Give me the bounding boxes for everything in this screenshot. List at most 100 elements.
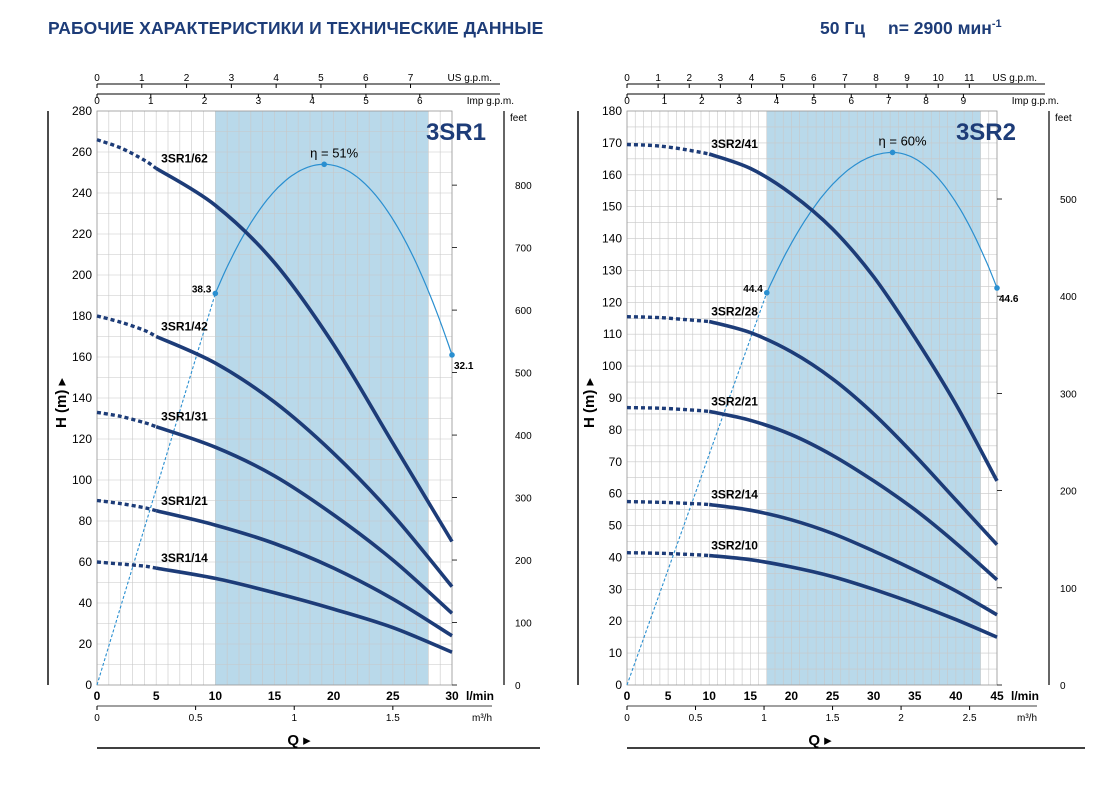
efficiency-point-label: 44.4 — [743, 284, 763, 295]
y-tick-label: 150 — [602, 200, 622, 214]
frequency-label: 50 Гц — [820, 18, 866, 38]
us-gpm-tick-label: 1 — [655, 73, 661, 84]
series-label: 3SR2/21 — [711, 394, 758, 408]
y-tick-label: 90 — [609, 391, 623, 405]
us-gpm-tick-label: 2 — [184, 73, 190, 84]
y-tick-label: 10 — [609, 646, 623, 660]
efficiency-dashed-line — [626, 292, 768, 686]
us-gpm-tick-label: 2 — [686, 73, 692, 84]
y-tick-label: 170 — [602, 136, 622, 150]
feet-tick-label: 400 — [1060, 292, 1077, 303]
series-3sr1-21: 3SR1/21 — [96, 494, 453, 638]
y-tick-label: 0 — [85, 678, 92, 692]
plot-frame — [626, 110, 998, 686]
series-3sr2-10: 3SR2/10 — [626, 539, 998, 639]
us-gpm-tick-label: 1 — [139, 73, 145, 84]
imp-gpm-tick-label: 2 — [699, 96, 705, 107]
series-3sr1-31: 3SR1/31 — [96, 410, 454, 615]
m3h-tick-label: 0.5 — [189, 713, 203, 724]
y-tick-label: 70 — [609, 455, 623, 469]
imp-gpm-tick-label: 5 — [363, 96, 369, 107]
efficiency-point — [994, 285, 1000, 291]
m3h-tick-label: 1 — [291, 713, 297, 724]
efficiency-dashed-line — [96, 293, 216, 686]
feet-tick-label: 200 — [515, 556, 532, 567]
us-gpm-tick-label: 3 — [718, 73, 724, 84]
pump-curve — [155, 334, 454, 588]
x-tick-label: 15 — [744, 689, 758, 703]
x-tick-label: 30 — [445, 689, 459, 703]
imp-gpm-tick-label: 3 — [256, 96, 262, 107]
y-tick-label: 80 — [79, 514, 93, 528]
imp-gpm-tick-label: 4 — [309, 96, 315, 107]
speed-label: n= 2900 мин-1 — [888, 18, 1002, 39]
feet-tick-label: 300 — [515, 494, 532, 505]
us-gpm-tick-label: 10 — [933, 73, 945, 84]
series-label: 3SR2/14 — [711, 488, 758, 502]
y-tick-label: 120 — [72, 432, 92, 446]
us-gpm-tick-label: 7 — [408, 73, 414, 84]
pump-curve-dashed — [626, 551, 710, 558]
us-gpm-label: US g.p.m. — [993, 73, 1037, 84]
series-label: 3SR2/10 — [711, 539, 758, 553]
series-label: 3SR1/14 — [161, 551, 208, 565]
efficiency-point-label: 32.1 — [454, 361, 474, 372]
us-gpm-tick-label: 3 — [229, 73, 235, 84]
series-3sr2-28: 3SR2/28 — [626, 304, 999, 546]
efficiency-peak-point — [321, 161, 328, 168]
y-tick-label: 50 — [609, 519, 623, 533]
y-tick-label: 100 — [602, 359, 622, 373]
x-tick-label: 5 — [665, 689, 672, 703]
y-tick-label: 180 — [602, 104, 622, 118]
speed-value: n= 2900 мин — [888, 18, 992, 38]
x-tick-label: 35 — [908, 689, 922, 703]
m3h-tick-label: 1 — [761, 713, 767, 724]
m3h-tick-label: 2.5 — [963, 713, 977, 724]
grid — [626, 110, 998, 686]
imp-gpm-tick-label: 2 — [202, 96, 208, 107]
feet-tick-label: 500 — [1060, 195, 1077, 206]
x-tick-label: 25 — [826, 689, 840, 703]
pump-curve — [155, 509, 453, 638]
feet-tick-label: 600 — [515, 306, 532, 317]
us-gpm-tick-label: 8 — [873, 73, 879, 84]
x-tick-label: 20 — [785, 689, 799, 703]
series-3sr2-21: 3SR2/21 — [626, 394, 999, 582]
imp-gpm-tick-label: 0 — [94, 96, 100, 107]
us-gpm-tick-label: 4 — [273, 73, 279, 84]
series-label: 3SR2/28 — [711, 304, 758, 318]
imp-gpm-tick-label: 3 — [736, 96, 742, 107]
y-tick-label: 140 — [72, 391, 92, 405]
y-tick-label: 80 — [609, 423, 623, 437]
chart-title: 3SR2 — [956, 119, 1016, 146]
efficiency-point-label: 38.3 — [192, 284, 212, 295]
imp-gpm-tick-label: 4 — [774, 96, 780, 107]
m3h-label: m³/h — [1017, 713, 1037, 724]
m3h-tick-label: 0 — [94, 713, 100, 724]
pump-curve — [155, 566, 453, 654]
efficiency-peak-point — [889, 149, 896, 156]
efficiency-point — [449, 352, 455, 358]
m3h-tick-label: 0 — [624, 713, 630, 724]
y-tick-label: 200 — [72, 268, 92, 282]
y-tick-label: 40 — [609, 550, 623, 564]
us-gpm-tick-label: 7 — [842, 73, 848, 84]
series-3sr1-42: 3SR1/42 — [96, 314, 454, 588]
m3h-tick-label: 0.5 — [689, 713, 703, 724]
x-tick-label: 10 — [703, 689, 717, 703]
imp-gpm-label: Imp g.p.m. — [467, 96, 514, 107]
y-tick-label: 180 — [72, 309, 92, 323]
feet-tick-label: 800 — [515, 181, 532, 192]
pump-curve — [708, 319, 999, 546]
plot-frame — [96, 110, 453, 686]
y-tick-label: 20 — [609, 614, 623, 628]
series-3sr2-14: 3SR2/14 — [626, 488, 998, 617]
pump-curve — [708, 152, 999, 482]
feet-axis-label: feet — [510, 113, 527, 124]
us-gpm-tick-label: 4 — [749, 73, 755, 84]
x-tick-label: 15 — [268, 689, 282, 703]
x-unit-label: l/min — [466, 689, 494, 703]
y-tick-label: 30 — [609, 582, 623, 596]
feet-tick-label: 500 — [515, 369, 532, 380]
series-label: 3SR1/31 — [161, 410, 208, 424]
